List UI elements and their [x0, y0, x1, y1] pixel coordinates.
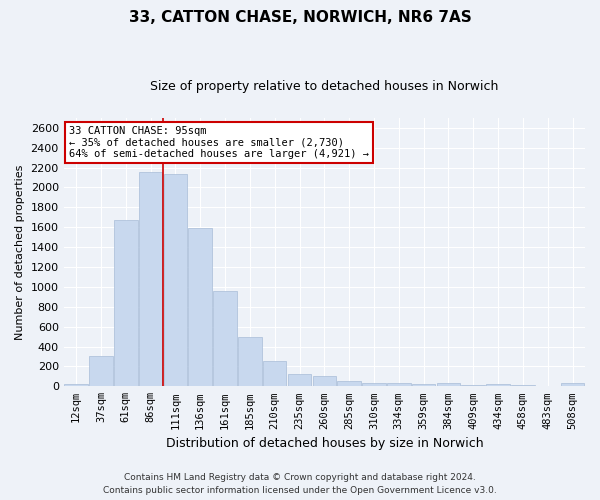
Bar	[313, 376, 336, 386]
Bar	[561, 384, 584, 386]
Bar	[362, 383, 386, 386]
Text: 33, CATTON CHASE, NORWICH, NR6 7AS: 33, CATTON CHASE, NORWICH, NR6 7AS	[128, 10, 472, 25]
Bar	[412, 384, 436, 386]
X-axis label: Distribution of detached houses by size in Norwich: Distribution of detached houses by size …	[166, 437, 483, 450]
Bar	[64, 384, 88, 386]
Bar	[139, 172, 163, 386]
Title: Size of property relative to detached houses in Norwich: Size of property relative to detached ho…	[150, 80, 499, 93]
Bar	[487, 384, 510, 386]
Bar	[213, 291, 237, 386]
Text: 33 CATTON CHASE: 95sqm
← 35% of detached houses are smaller (2,730)
64% of semi-: 33 CATTON CHASE: 95sqm ← 35% of detached…	[69, 126, 369, 159]
Bar	[89, 356, 113, 386]
Bar	[188, 228, 212, 386]
Bar	[337, 382, 361, 386]
Bar	[164, 174, 187, 386]
Bar	[387, 383, 410, 386]
Bar	[437, 384, 460, 386]
Bar	[263, 362, 286, 386]
Text: Contains HM Land Registry data © Crown copyright and database right 2024.
Contai: Contains HM Land Registry data © Crown c…	[103, 474, 497, 495]
Bar	[288, 374, 311, 386]
Bar	[114, 220, 137, 386]
Y-axis label: Number of detached properties: Number of detached properties	[15, 164, 25, 340]
Bar	[238, 336, 262, 386]
